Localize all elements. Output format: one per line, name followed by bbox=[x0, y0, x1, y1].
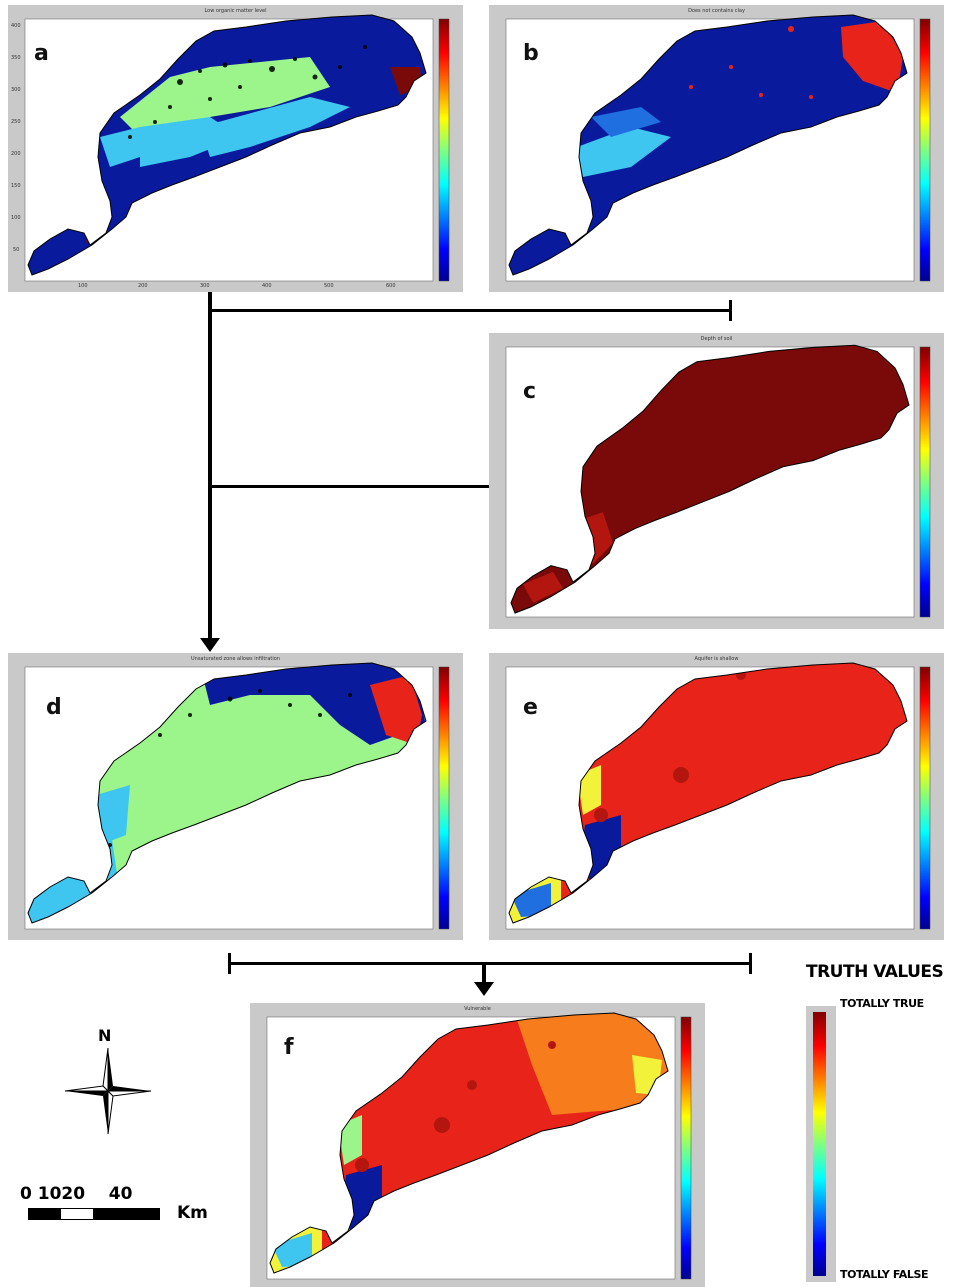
panel-c-title: Depth of soil bbox=[700, 336, 733, 342]
compass-rose-icon bbox=[64, 1047, 152, 1135]
arrow-down-icon bbox=[200, 638, 220, 652]
panel-a-title: Low organic matter level bbox=[204, 8, 267, 14]
y-tick: 150 bbox=[11, 183, 21, 189]
y-tick: 200 bbox=[11, 151, 21, 157]
colorbar bbox=[919, 346, 931, 618]
y-tick: 300 bbox=[11, 87, 21, 93]
connector-horizontal-ab bbox=[212, 309, 732, 312]
legend-colorbar bbox=[806, 1006, 836, 1282]
x-tick: 600 bbox=[386, 283, 396, 289]
x-tick: 300 bbox=[200, 283, 210, 289]
colorbar bbox=[680, 1016, 692, 1280]
y-tick: 250 bbox=[11, 119, 21, 125]
compass-north-label: N bbox=[98, 1026, 112, 1045]
x-tick: 400 bbox=[262, 283, 272, 289]
connector-horizontal-de bbox=[229, 962, 751, 965]
panel-e-label: e bbox=[523, 695, 538, 720]
panel-d-plot bbox=[24, 662, 450, 930]
connector-de-left-tick bbox=[228, 953, 231, 974]
colorbar bbox=[919, 18, 931, 282]
y-tick: 100 bbox=[11, 215, 21, 221]
panel-e: Aquifer is shallow e bbox=[489, 653, 944, 940]
scalebar-labels: 0 1020 40 bbox=[20, 1184, 133, 1204]
legend-title: TRUTH VALUES bbox=[806, 962, 944, 982]
panel-b-plot bbox=[505, 14, 931, 282]
panel-f-plot bbox=[266, 1012, 692, 1280]
panel-a-label: a bbox=[34, 41, 49, 66]
panel-d-label: d bbox=[46, 695, 62, 720]
panel-b-label: b bbox=[523, 41, 539, 66]
legend-top-label: TOTALLY TRUE bbox=[840, 997, 924, 1010]
panel-f-label: f bbox=[284, 1035, 294, 1060]
panel-a-plot: 100 200 300 400 500 600 50 100 150 200 2… bbox=[11, 14, 450, 289]
connector-de-right-tick bbox=[749, 953, 752, 974]
y-tick: 400 bbox=[11, 23, 21, 29]
connector-ab-end-tick bbox=[729, 300, 732, 321]
panel-e-title: Aquifer is shallow bbox=[694, 656, 739, 662]
panel-b: Does not contains clay b bbox=[489, 5, 944, 292]
legend-bottom-label: TOTALLY FALSE bbox=[840, 1268, 929, 1281]
x-tick: 200 bbox=[138, 283, 148, 289]
panel-c: Depth of soil c bbox=[489, 333, 944, 629]
connector-vertical-f bbox=[482, 962, 486, 984]
colorbar bbox=[919, 666, 931, 930]
panel-a: Low organic matter level bbox=[8, 5, 463, 292]
connector-vertical-main bbox=[208, 292, 212, 640]
scalebar bbox=[28, 1208, 160, 1220]
colorbar bbox=[438, 666, 450, 930]
panel-e-plot bbox=[505, 662, 931, 930]
y-tick: 350 bbox=[11, 55, 21, 61]
scalebar-unit: Km bbox=[177, 1203, 208, 1223]
panel-f: Vulnerable f bbox=[250, 1003, 705, 1287]
panel-b-title: Does not contains clay bbox=[688, 8, 745, 14]
panel-d-title: Unsaturated zone allows infiltration bbox=[190, 656, 280, 662]
arrow-down-icon bbox=[474, 982, 494, 996]
y-tick: 50 bbox=[13, 247, 19, 253]
panel-c-plot bbox=[505, 344, 931, 618]
panel-f-title: Vulnerable bbox=[464, 1006, 491, 1012]
connector-horizontal-c bbox=[212, 485, 489, 488]
x-tick: 100 bbox=[78, 283, 88, 289]
x-tick: 500 bbox=[324, 283, 334, 289]
colorbar bbox=[438, 18, 450, 282]
panel-c-label: c bbox=[523, 379, 537, 404]
panel-d: Unsaturated zone allows infiltration d bbox=[8, 653, 463, 940]
